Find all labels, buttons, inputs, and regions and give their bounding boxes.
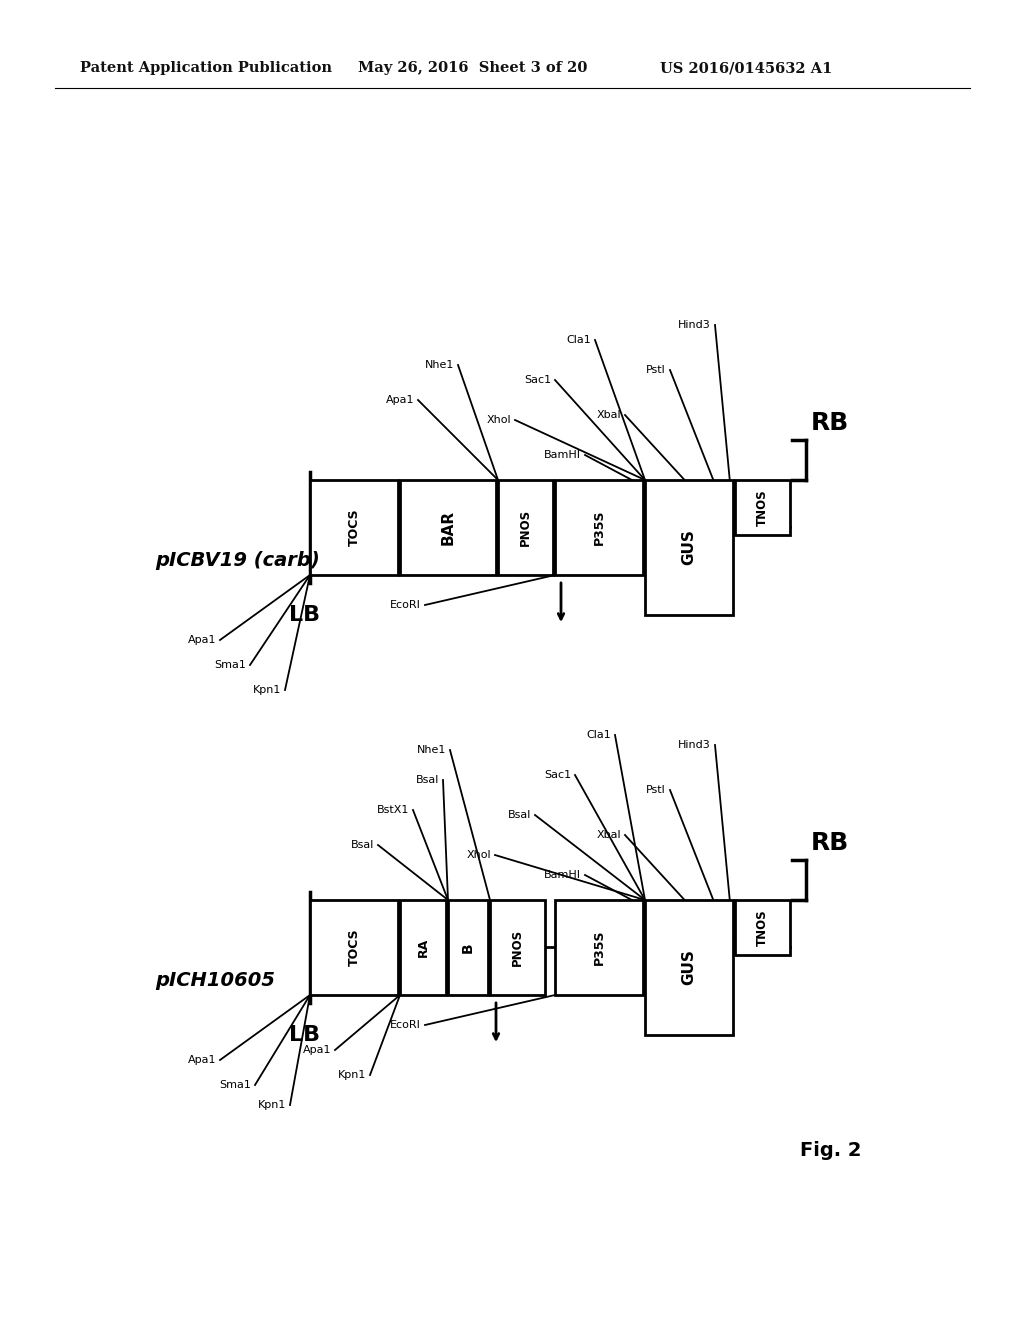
Bar: [555, 480, 643, 576]
Bar: [735, 900, 790, 954]
Text: LB: LB: [290, 1026, 321, 1045]
Text: Xhol: Xhol: [486, 414, 511, 425]
Text: Bsal: Bsal: [416, 775, 439, 785]
Text: RB: RB: [811, 832, 849, 855]
Text: TOCS: TOCS: [347, 929, 360, 966]
Text: Apa1: Apa1: [302, 1045, 331, 1055]
Bar: [310, 900, 398, 995]
Text: BAR: BAR: [440, 510, 456, 545]
Text: PNOS: PNOS: [511, 929, 524, 966]
Text: Hind3: Hind3: [678, 741, 711, 750]
Bar: [735, 480, 790, 535]
Text: GUS: GUS: [682, 949, 696, 986]
Text: Sma1: Sma1: [214, 660, 246, 671]
Text: Xbal: Xbal: [596, 411, 621, 420]
Bar: [498, 480, 553, 576]
Text: Kpn1: Kpn1: [258, 1100, 286, 1110]
Text: pICBV19 (carb): pICBV19 (carb): [155, 550, 319, 569]
Text: US 2016/0145632 A1: US 2016/0145632 A1: [660, 61, 833, 75]
Bar: [400, 480, 496, 576]
Text: EcoRI: EcoRI: [390, 601, 421, 610]
Text: BamHI: BamHI: [544, 870, 581, 880]
Text: Cla1: Cla1: [587, 730, 611, 741]
Text: Apa1: Apa1: [385, 395, 414, 405]
Text: Xbal: Xbal: [596, 830, 621, 840]
Bar: [555, 900, 643, 995]
Text: BamHI: BamHI: [544, 450, 581, 459]
Text: B: B: [461, 942, 475, 953]
Text: Pstl: Pstl: [646, 366, 666, 375]
Text: EcoRI: EcoRI: [390, 1020, 421, 1030]
Text: Apa1: Apa1: [187, 1055, 216, 1065]
Text: Kpn1: Kpn1: [338, 1071, 366, 1080]
Bar: [310, 480, 398, 576]
Text: Bsal: Bsal: [508, 810, 531, 820]
Text: TNOS: TNOS: [756, 490, 769, 525]
Text: P35S: P35S: [593, 929, 605, 965]
Text: Pstl: Pstl: [646, 785, 666, 795]
Text: LB: LB: [290, 605, 321, 624]
Text: Cla1: Cla1: [566, 335, 591, 345]
Bar: [645, 900, 733, 1035]
Text: TOCS: TOCS: [347, 508, 360, 546]
Text: Nhe1: Nhe1: [417, 744, 446, 755]
Text: Hind3: Hind3: [678, 319, 711, 330]
Text: RA: RA: [417, 939, 429, 957]
Text: TNOS: TNOS: [756, 909, 769, 946]
Text: Xhol: Xhol: [466, 850, 490, 861]
Text: PNOS: PNOS: [519, 510, 532, 546]
Text: GUS: GUS: [682, 529, 696, 565]
Text: pICH10605: pICH10605: [155, 970, 275, 990]
Text: BstX1: BstX1: [377, 805, 409, 814]
Bar: [490, 900, 545, 995]
Text: Sma1: Sma1: [219, 1080, 251, 1090]
Text: Bsal: Bsal: [350, 840, 374, 850]
Text: RB: RB: [811, 411, 849, 436]
Bar: [449, 900, 488, 995]
Text: Sac1: Sac1: [544, 770, 571, 780]
Text: Fig. 2: Fig. 2: [800, 1140, 861, 1159]
Bar: [645, 480, 733, 615]
Bar: [400, 900, 446, 995]
Text: Patent Application Publication: Patent Application Publication: [80, 61, 332, 75]
Text: Kpn1: Kpn1: [253, 685, 281, 696]
Text: Nhe1: Nhe1: [425, 360, 454, 370]
Text: P35S: P35S: [593, 510, 605, 545]
Text: Sac1: Sac1: [524, 375, 551, 385]
Text: Apa1: Apa1: [187, 635, 216, 645]
Text: May 26, 2016  Sheet 3 of 20: May 26, 2016 Sheet 3 of 20: [358, 61, 588, 75]
